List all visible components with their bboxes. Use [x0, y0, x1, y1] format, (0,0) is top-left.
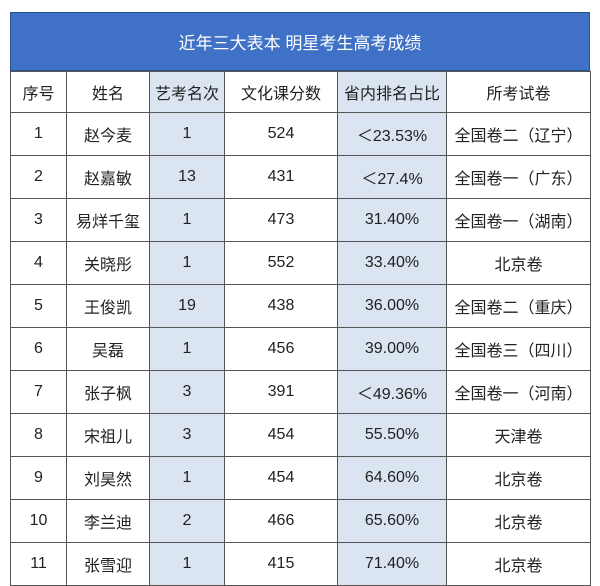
cell-province-rank-ratio: 55.50%	[337, 413, 447, 457]
cell-exam-paper: 全国卷二（辽宁）	[446, 112, 591, 156]
table-row: 11 张雪迎 1 415 71.40% 北京卷	[10, 542, 591, 586]
cell-province-rank-ratio: 65.60%	[337, 499, 447, 543]
score-table-container: 近年三大表本 明星考生高考成绩 序号 姓名 艺考名次 文化课分数 省内排名占比 所考试卷 1…	[10, 12, 591, 586]
cell-exam-paper: 全国卷一（湖南）	[446, 198, 591, 242]
cell-name: 刘昊然	[66, 456, 150, 500]
cell-art-rank: 1	[149, 456, 225, 500]
cell-art-rank: 19	[149, 284, 225, 328]
cell-province-rank-ratio: 39.00%	[337, 327, 447, 371]
header-exam-paper: 所考试卷	[446, 71, 591, 113]
cell-name: 张雪迎	[66, 542, 150, 586]
cell-exam-paper: 全国卷三（四川）	[446, 327, 591, 371]
cell-score: 456	[224, 327, 338, 371]
header-art-rank: 艺考名次	[149, 71, 225, 113]
cell-art-rank: 2	[149, 499, 225, 543]
cell-index: 2	[10, 155, 67, 199]
cell-exam-paper: 全国卷一（河南）	[446, 370, 591, 414]
cell-art-rank: 1	[149, 327, 225, 371]
table-row: 8 宋祖儿 3 454 55.50% 天津卷	[10, 413, 591, 457]
header-score: 文化课分数	[224, 71, 338, 113]
cell-province-rank-ratio: ＜27.4%	[337, 155, 447, 199]
cell-score: 454	[224, 413, 338, 457]
cell-score: 438	[224, 284, 338, 328]
cell-exam-paper: 北京卷	[446, 241, 591, 285]
cell-exam-paper: 北京卷	[446, 499, 591, 543]
table-row: 7 张子枫 3 391 ＜49.36% 全国卷一（河南）	[10, 370, 591, 414]
cell-name: 李兰迪	[66, 499, 150, 543]
table-title: 近年三大表本 明星考生高考成绩	[10, 12, 590, 71]
cell-exam-paper: 北京卷	[446, 456, 591, 500]
cell-score: 431	[224, 155, 338, 199]
cell-exam-paper: 全国卷一（广东）	[446, 155, 591, 199]
cell-exam-paper: 北京卷	[446, 542, 591, 586]
table-row: 2 赵嘉敏 13 431 ＜27.4% 全国卷一（广东）	[10, 155, 591, 199]
table-row: 10 李兰迪 2 466 65.60% 北京卷	[10, 499, 591, 543]
header-province-rank-ratio: 省内排名占比	[337, 71, 447, 113]
cell-index: 9	[10, 456, 67, 500]
cell-score: 454	[224, 456, 338, 500]
table-row: 5 王俊凯 19 438 36.00% 全国卷二（重庆）	[10, 284, 591, 328]
cell-index: 4	[10, 241, 67, 285]
cell-province-rank-ratio: ＜23.53%	[337, 112, 447, 156]
cell-art-rank: 3	[149, 413, 225, 457]
cell-name: 关晓彤	[66, 241, 150, 285]
cell-name: 易烊千玺	[66, 198, 150, 242]
cell-art-rank: 1	[149, 241, 225, 285]
table-row: 9 刘昊然 1 454 64.60% 北京卷	[10, 456, 591, 500]
cell-index: 5	[10, 284, 67, 328]
cell-name: 赵嘉敏	[66, 155, 150, 199]
cell-province-rank-ratio: 31.40%	[337, 198, 447, 242]
header-index: 序号	[10, 71, 67, 113]
cell-index: 1	[10, 112, 67, 156]
cell-art-rank: 1	[149, 542, 225, 586]
table-row: 4 关晓彤 1 552 33.40% 北京卷	[10, 241, 591, 285]
table-row: 6 吴磊 1 456 39.00% 全国卷三（四川）	[10, 327, 591, 371]
cell-exam-paper: 全国卷二（重庆）	[446, 284, 591, 328]
cell-art-rank: 3	[149, 370, 225, 414]
table-row: 3 易烊千玺 1 473 31.40% 全国卷一（湖南）	[10, 198, 591, 242]
cell-score: 552	[224, 241, 338, 285]
cell-score: 524	[224, 112, 338, 156]
cell-name: 张子枫	[66, 370, 150, 414]
cell-province-rank-ratio: 64.60%	[337, 456, 447, 500]
header-row: 序号 姓名 艺考名次 文化课分数 省内排名占比 所考试卷	[10, 71, 591, 113]
cell-index: 6	[10, 327, 67, 371]
cell-score: 466	[224, 499, 338, 543]
cell-province-rank-ratio: ＜49.36%	[337, 370, 447, 414]
cell-name: 宋祖儿	[66, 413, 150, 457]
cell-province-rank-ratio: 71.40%	[337, 542, 447, 586]
header-name: 姓名	[66, 71, 150, 113]
cell-name: 赵今麦	[66, 112, 150, 156]
cell-index: 7	[10, 370, 67, 414]
cell-score: 473	[224, 198, 338, 242]
cell-score: 415	[224, 542, 338, 586]
cell-art-rank: 1	[149, 198, 225, 242]
cell-name: 吴磊	[66, 327, 150, 371]
cell-index: 11	[10, 542, 67, 586]
cell-index: 3	[10, 198, 67, 242]
cell-index: 10	[10, 499, 67, 543]
cell-name: 王俊凯	[66, 284, 150, 328]
table-row: 1 赵今麦 1 524 ＜23.53% 全国卷二（辽宁）	[10, 112, 591, 156]
score-table: 序号 姓名 艺考名次 文化课分数 省内排名占比 所考试卷 1 赵今麦 1 524 ＜23.53% 全国…	[10, 71, 591, 586]
cell-province-rank-ratio: 36.00%	[337, 284, 447, 328]
cell-province-rank-ratio: 33.40%	[337, 241, 447, 285]
cell-score: 391	[224, 370, 338, 414]
cell-exam-paper: 天津卷	[446, 413, 591, 457]
cell-art-rank: 1	[149, 112, 225, 156]
cell-index: 8	[10, 413, 67, 457]
cell-art-rank: 13	[149, 155, 225, 199]
